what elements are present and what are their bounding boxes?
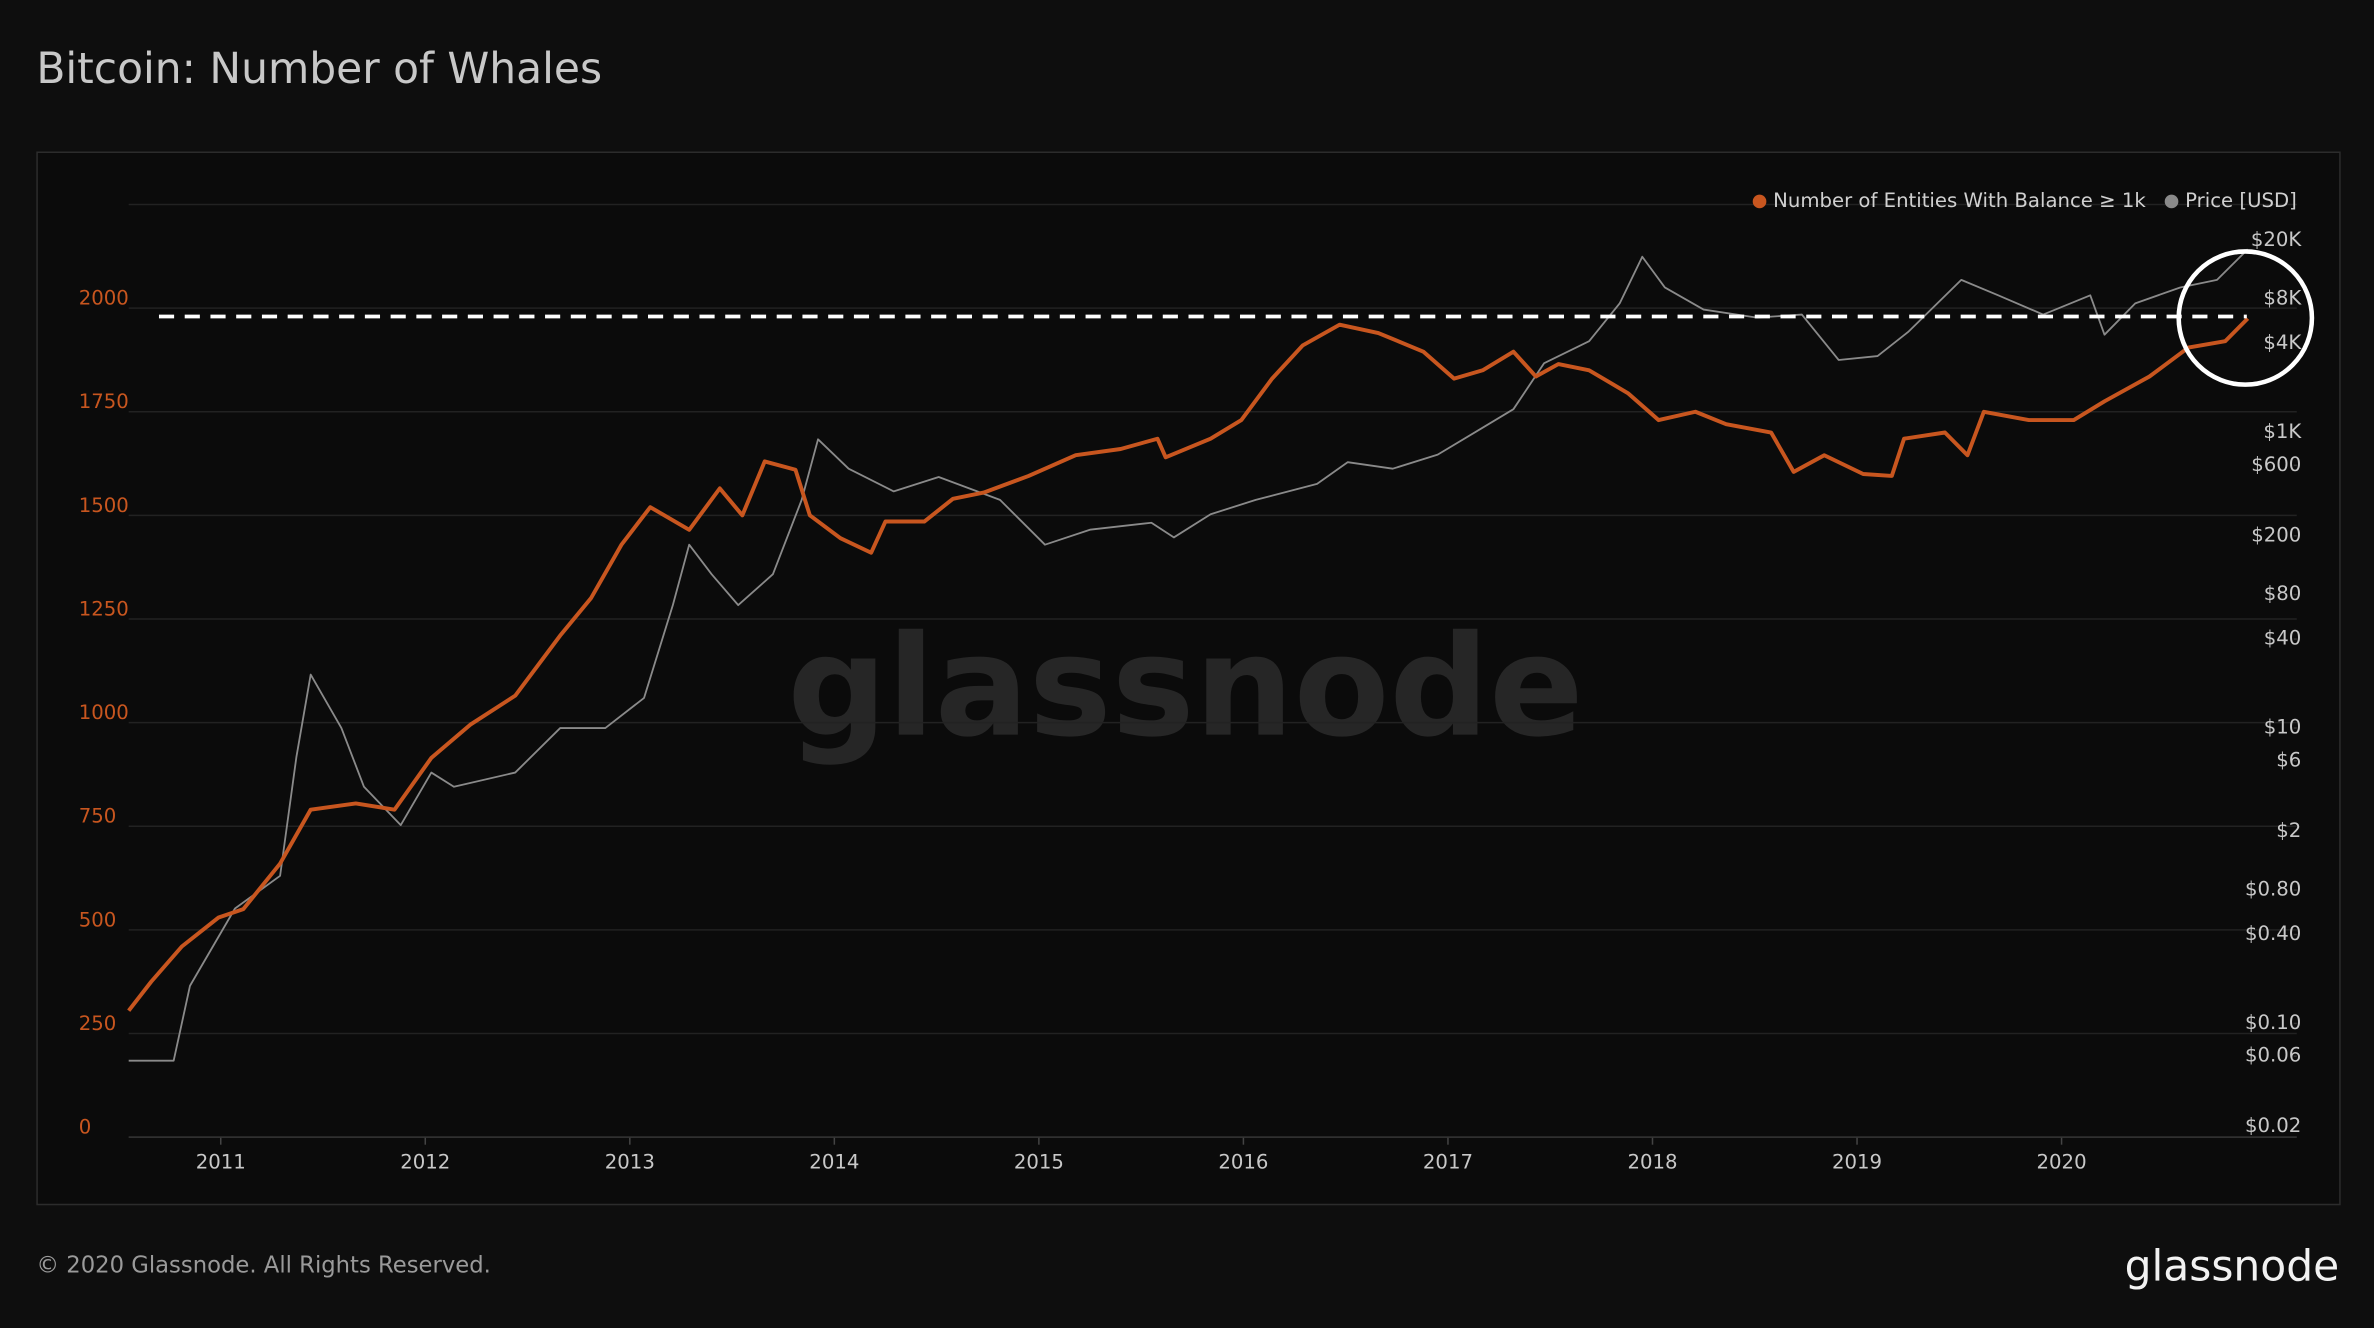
x-tick-label: 2012 bbox=[400, 1150, 450, 1173]
y2-tick-label: $10 bbox=[2264, 716, 2302, 739]
y-tick-label: 1000 bbox=[79, 701, 129, 724]
legend: Price [USD] Number of Entities With Balan… bbox=[1752, 189, 2297, 212]
x-tick-label: 2020 bbox=[2037, 1150, 2087, 1173]
legend-swatch bbox=[2164, 194, 2179, 209]
x-tick-label: 2013 bbox=[605, 1150, 655, 1173]
y2-tick-label: $1K bbox=[2263, 420, 2302, 443]
y2-tick-label: $0.40 bbox=[2245, 922, 2301, 945]
legend-label: Number of Entities With Balance ≥ 1k bbox=[1773, 189, 2146, 212]
y2-tick-label: $0.80 bbox=[2245, 878, 2301, 901]
y2-tick-label: $6 bbox=[2276, 748, 2301, 771]
y2-tick-label: $0.02 bbox=[2245, 1114, 2301, 1137]
chart-panel bbox=[36, 151, 2341, 1206]
y2-tick-label: $40 bbox=[2264, 627, 2302, 650]
series-line bbox=[128, 248, 2249, 1062]
y2-tick-label: $4K bbox=[2263, 331, 2302, 354]
watermark: glassnode bbox=[787, 606, 1583, 768]
x-tick-label: 2018 bbox=[1627, 1150, 1677, 1173]
y-tick-label: 750 bbox=[79, 805, 117, 828]
y-tick-label: 2000 bbox=[79, 287, 129, 310]
y2-tick-label: $200 bbox=[2251, 523, 2301, 546]
y2-tick-label: $80 bbox=[2264, 582, 2302, 605]
y2-tick-label: $8K bbox=[2263, 287, 2302, 310]
footer: © 2020 Glassnode. All Rights Reserved. bbox=[36, 1252, 491, 1278]
logo: glassnode bbox=[2125, 1241, 2340, 1290]
chart-title: Bitcoin: Number of Whales bbox=[36, 44, 602, 93]
y2-tick-label: $600 bbox=[2251, 453, 2301, 476]
y2-tick-label: $20K bbox=[2251, 228, 2303, 251]
x-tick-label: 2016 bbox=[1218, 1150, 1268, 1173]
y2-tick-label: $2 bbox=[2276, 819, 2301, 842]
plot: 0 250 500 750 1000 1250 1500 1750 2000 $20K $8K $4K… bbox=[79, 228, 2303, 1173]
legend-label: Price [USD] bbox=[2185, 189, 2297, 212]
series-line bbox=[127, 317, 2250, 1012]
x-tick-label: 2015 bbox=[1014, 1150, 1064, 1173]
y2-tick-label: $0.10 bbox=[2245, 1011, 2301, 1034]
x-tick-label: 2019 bbox=[1832, 1150, 1882, 1173]
y-tick-label: 1750 bbox=[79, 390, 129, 413]
legend-swatch bbox=[1752, 194, 1767, 209]
y2-tick-label: $0.06 bbox=[2245, 1044, 2301, 1067]
x-tick-label: 2014 bbox=[809, 1150, 859, 1173]
x-tick-label: 2011 bbox=[196, 1150, 246, 1173]
annotation-circle bbox=[2176, 249, 2315, 387]
y-tick-label: 500 bbox=[79, 908, 117, 931]
y-tick-label: 1500 bbox=[79, 494, 129, 517]
x-tick-label: 2017 bbox=[1423, 1150, 1473, 1173]
y-tick-label: 1250 bbox=[79, 597, 129, 620]
y-tick-label: 250 bbox=[79, 1012, 117, 1035]
y-tick-label: 0 bbox=[79, 1116, 92, 1139]
